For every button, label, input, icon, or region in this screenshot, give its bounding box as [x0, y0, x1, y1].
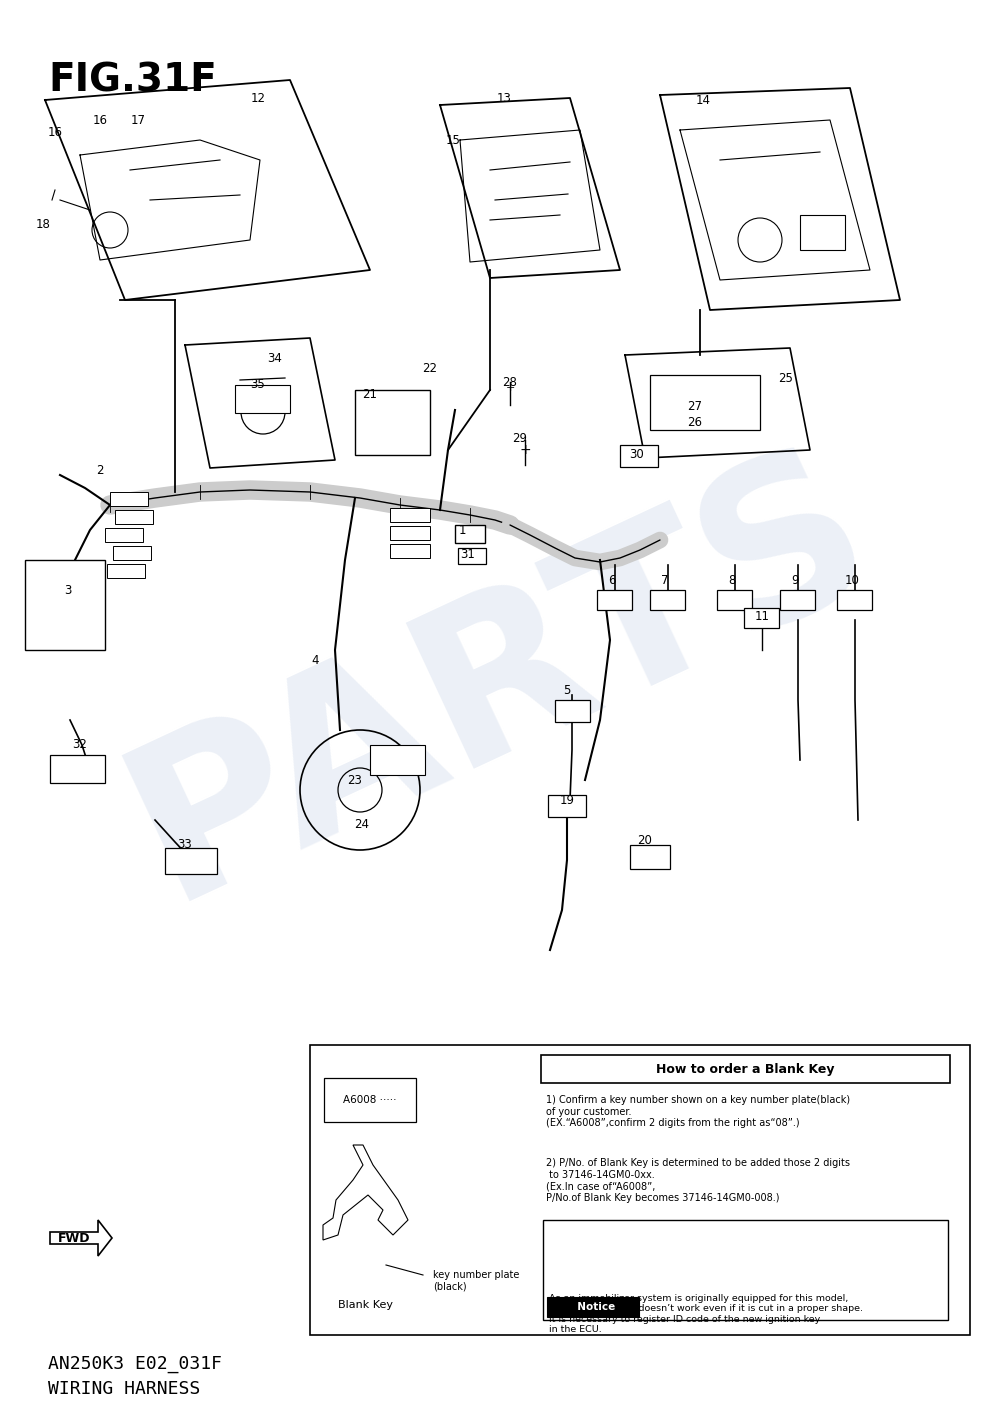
Bar [235, 385, 290, 413]
Text: 33: 33 [178, 839, 192, 851]
Text: 26: 26 [688, 416, 702, 428]
Text: 29: 29 [512, 431, 528, 444]
Polygon shape [323, 1145, 408, 1240]
Bar [390, 526, 430, 540]
Text: 34: 34 [268, 352, 282, 365]
Bar [458, 549, 486, 564]
Text: 20: 20 [638, 833, 652, 847]
Text: 16: 16 [48, 126, 62, 140]
Text: WIRING HARNESS: WIRING HARNESS [48, 1380, 200, 1398]
Bar [650, 375, 760, 430]
Bar [25, 560, 105, 650]
Text: 14: 14 [696, 93, 710, 106]
Text: 24: 24 [354, 819, 370, 831]
Text: 28: 28 [503, 376, 517, 389]
Bar [541, 1055, 950, 1083]
Text: 1) Confirm a key number shown on a key number plate(black)
of your customer.
(EX: 1) Confirm a key number shown on a key n… [546, 1094, 850, 1128]
Text: 21: 21 [362, 389, 378, 402]
Text: 4: 4 [311, 653, 319, 666]
Bar [597, 590, 632, 609]
Polygon shape [50, 1220, 112, 1256]
Text: 7: 7 [661, 574, 669, 587]
Text: 19: 19 [560, 793, 574, 806]
Bar [165, 848, 217, 874]
Bar [107, 564, 145, 578]
Text: 6: 6 [608, 574, 616, 587]
Bar [548, 795, 586, 817]
Text: FIG.31F: FIG.31F [48, 62, 217, 100]
Bar [370, 745, 425, 775]
Text: 35: 35 [251, 379, 265, 392]
Bar [455, 525, 485, 543]
Text: 30: 30 [630, 448, 644, 461]
FancyBboxPatch shape [547, 1297, 639, 1316]
Text: 31: 31 [461, 549, 475, 561]
Text: Notice: Notice [570, 1302, 616, 1312]
Text: How to order a Blank Key: How to order a Blank Key [656, 1062, 835, 1076]
Text: 18: 18 [36, 219, 50, 232]
Text: 13: 13 [497, 92, 511, 105]
Bar [650, 590, 685, 609]
Bar [105, 527, 143, 542]
Text: As an immobilizer system is originally equipped for this model,
a new ignition k: As an immobilizer system is originally e… [549, 1294, 863, 1335]
Text: 5: 5 [563, 683, 571, 697]
Bar [780, 590, 815, 609]
Bar [110, 492, 148, 506]
Bar [543, 1220, 948, 1321]
FancyBboxPatch shape [324, 1077, 416, 1121]
Bar [744, 608, 779, 628]
Text: AN250K3 E02_031F: AN250K3 E02_031F [48, 1355, 222, 1373]
Bar [620, 445, 658, 467]
Bar [555, 700, 590, 723]
Bar [390, 508, 430, 522]
Bar [630, 846, 670, 870]
Text: 23: 23 [348, 773, 362, 786]
Bar [50, 755, 105, 783]
Bar [837, 590, 872, 609]
Bar [717, 590, 752, 609]
Bar [113, 546, 151, 560]
Bar [390, 544, 430, 559]
Text: PARTS: PARTS [98, 417, 902, 943]
Text: 12: 12 [250, 92, 266, 105]
Text: 16: 16 [92, 113, 108, 126]
Text: 11: 11 [755, 611, 770, 624]
Text: +: + [505, 383, 515, 393]
Text: 9: 9 [791, 574, 799, 587]
Text: Blank Key: Blank Key [338, 1299, 394, 1309]
Text: 2: 2 [96, 464, 104, 477]
Text: 25: 25 [779, 372, 793, 385]
Text: 2) P/No. of Blank Key is determined to be added those 2 digits
 to 37146-14GM0-0: 2) P/No. of Blank Key is determined to b… [546, 1158, 850, 1203]
Bar [355, 390, 430, 455]
Text: 27: 27 [688, 400, 702, 413]
Text: 32: 32 [73, 738, 87, 751]
Text: A6008 ·····: A6008 ····· [343, 1094, 397, 1104]
Text: 22: 22 [422, 362, 438, 375]
Text: 8: 8 [728, 574, 736, 587]
Text: +: + [519, 443, 531, 457]
Text: 10: 10 [845, 574, 859, 587]
Text: FWD: FWD [58, 1232, 90, 1244]
Text: 15: 15 [446, 133, 460, 147]
Text: key number plate
(black): key number plate (black) [433, 1270, 519, 1291]
Bar [800, 215, 845, 250]
Bar [310, 1045, 970, 1335]
Text: 3: 3 [64, 584, 72, 597]
Text: 1: 1 [458, 523, 466, 536]
Bar [115, 510, 153, 525]
Text: 17: 17 [130, 113, 146, 126]
